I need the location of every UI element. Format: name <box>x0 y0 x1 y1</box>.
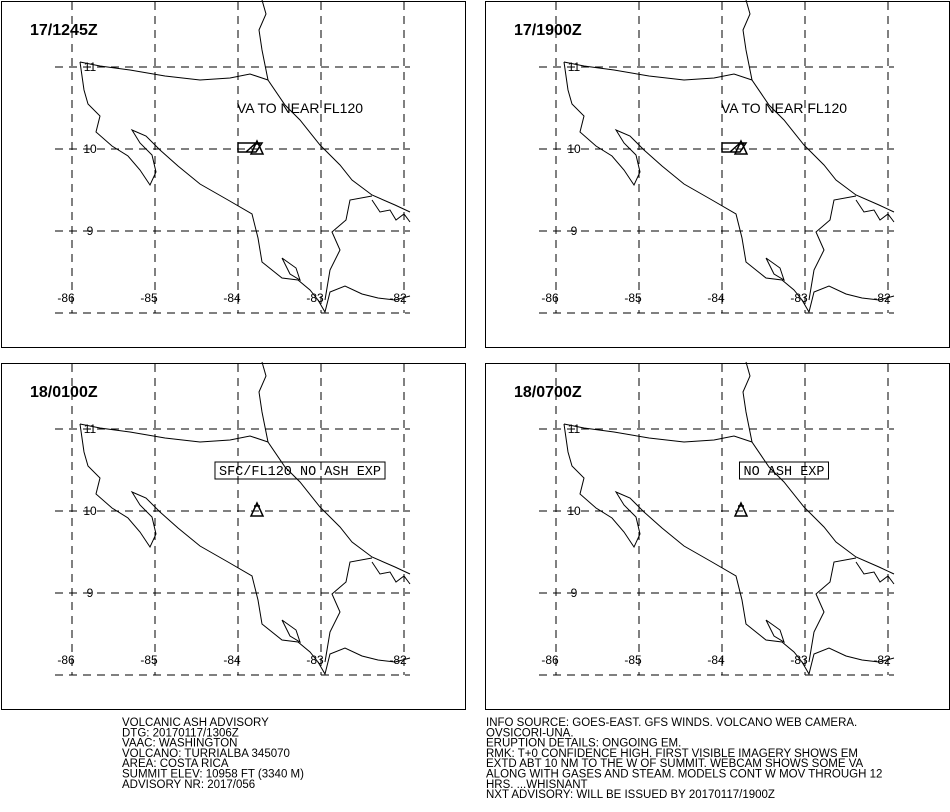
volcano-symbol <box>733 501 749 517</box>
lat-label: 10 <box>567 504 581 518</box>
advisory-line: HRS. ...WHISNANT <box>486 779 588 791</box>
lon-label: -85 <box>140 653 158 667</box>
lon-label: -84 <box>707 291 725 305</box>
map-panel: 11 10 9 -86 -85 -84 -83 -82 18/0700Z NO ASH EXP <box>485 361 950 710</box>
panel-frame <box>485 1 950 348</box>
lat-label: 11 <box>568 422 581 436</box>
annotation: VA TO NEAR FL120 <box>237 100 363 116</box>
annotation: SFC/FL120 NO ASH EXP <box>219 465 381 480</box>
panel-frame <box>1 1 466 348</box>
panel-frame <box>485 363 950 710</box>
advisory-line: VAAC: WASHINGTON <box>122 738 237 750</box>
lon-label: -82 <box>389 653 407 667</box>
ash-area <box>237 142 264 153</box>
lon-label: -83 <box>306 653 324 667</box>
lon-label: -86 <box>541 291 559 305</box>
valid-time: 17/1245Z <box>30 22 98 39</box>
lat-label: 9 <box>87 586 94 600</box>
advisory-line: ERUPTION DETAILS: ONGOING EM. <box>486 738 681 750</box>
annotation: VA TO NEAR FL120 <box>721 100 847 116</box>
lon-label: -84 <box>223 653 241 667</box>
map-panel: 11 10 9 -86 -85 -84 -83 -82 17/1245Z VA TO NEAR F… <box>1 0 466 348</box>
lat-label: 9 <box>571 224 578 238</box>
lat-label: 10 <box>83 142 97 156</box>
ash-area <box>721 142 748 153</box>
advisory-line: ALONG WITH GASES AND STEAM. MODELS CONT … <box>486 769 882 781</box>
lon-label: -86 <box>57 291 75 305</box>
map-panel: 11 10 9 -86 -85 -84 -83 -82 17/1900Z VA TO NEAR F… <box>485 0 950 348</box>
lon-label: -82 <box>389 291 407 305</box>
lon-label: -85 <box>624 653 642 667</box>
lon-label: -84 <box>707 653 725 667</box>
lon-label: -83 <box>790 291 808 305</box>
map-panel: 11 10 9 -86 -85 -84 -83 -82 18/0100Z SFC/FL120 NO… <box>1 361 466 710</box>
annotation-box <box>214 461 386 480</box>
advisory-line: ADVISORY NR: 2017/056 <box>122 779 255 791</box>
lon-label: -86 <box>57 653 75 667</box>
advisory-line: AREA: COSTA RICA <box>122 758 229 770</box>
advisory-line: SUMMIT ELEV: 10958 FT (3340 M) <box>122 769 304 781</box>
lat-label: 11 <box>568 60 581 74</box>
advisory-line: VOLCANO: TURRIALBA 345070 <box>122 748 290 760</box>
volcano-symbol <box>249 501 265 517</box>
lon-label: -82 <box>873 291 891 305</box>
advisory-line: OVSICORI-UNA. <box>486 727 574 739</box>
lat-label: 10 <box>83 504 97 518</box>
lon-label: -85 <box>140 291 158 305</box>
advisory-line: NXT ADVISORY: WILL BE ISSUED BY 20170117… <box>486 789 775 801</box>
panel-frame <box>1 363 466 710</box>
lon-label: -83 <box>306 291 324 305</box>
lon-label: -84 <box>223 291 241 305</box>
lat-label: 11 <box>84 422 97 436</box>
valid-time: 18/0100Z <box>30 384 98 401</box>
lat-label: 9 <box>87 224 94 238</box>
lon-label: -83 <box>790 653 808 667</box>
lat-label: 10 <box>567 142 581 156</box>
annotation: NO ASH EXP <box>743 465 824 480</box>
lat-label: 9 <box>571 586 578 600</box>
lon-label: -85 <box>624 291 642 305</box>
advisory-line: INFO SOURCE: GOES-EAST. GFS WINDS. VOLCA… <box>486 717 857 729</box>
lon-label: -82 <box>873 653 891 667</box>
valid-time: 17/1900Z <box>514 22 582 39</box>
lon-label: -86 <box>541 653 559 667</box>
advisory-line: DTG: 20170117/1306Z <box>122 727 239 739</box>
advisory-line: RMK: T+0 CONFIDENCE HIGH. FIRST VISIBLE … <box>486 748 858 760</box>
advisory-line: EXTD ABT 10 NM TO THE W OF SUMMIT. WEBCA… <box>486 758 864 770</box>
advisory-line: VOLCANIC ASH ADVISORY <box>122 717 269 729</box>
valid-time: 18/0700Z <box>514 384 582 401</box>
annotation-box <box>738 461 830 480</box>
lat-label: 11 <box>84 60 97 74</box>
